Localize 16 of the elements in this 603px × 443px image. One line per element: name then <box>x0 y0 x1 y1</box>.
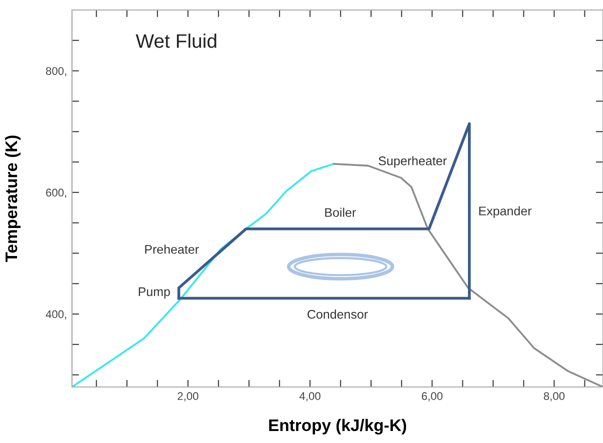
annotation: Boiler <box>325 208 356 217</box>
y-tick-label: 400, <box>46 310 66 320</box>
text: Wet Fluid <box>136 34 216 48</box>
y-axis-title: Temperature (K) <box>4 136 21 262</box>
x-axis-title: Entropy (kJ/kg-K) <box>269 418 406 434</box>
x-tick-label: 4,00 <box>299 392 320 402</box>
annotation: Pump <box>138 287 170 299</box>
annotation: Expander <box>479 206 532 218</box>
annotation: Preheater <box>145 244 199 254</box>
x-tick-label: 2,00 <box>178 392 198 402</box>
annotation: Superheater <box>378 156 447 168</box>
x-tick-label: 6,00 <box>422 392 442 402</box>
annotation: Condensor <box>308 310 368 319</box>
y-tick-label: 600, <box>46 188 66 198</box>
x-tick-label: 8,00 <box>544 392 565 402</box>
y-tick-label: 800, <box>46 67 66 76</box>
